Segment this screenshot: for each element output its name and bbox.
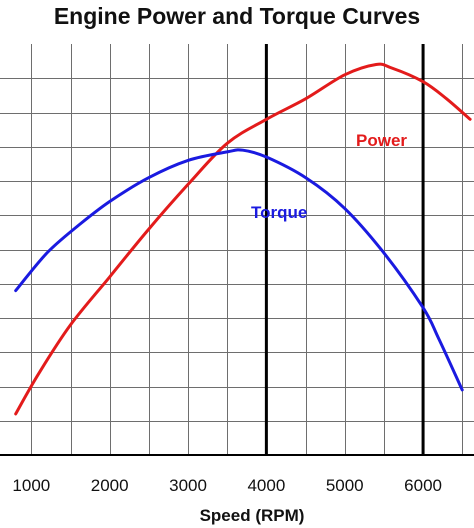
series-label-torque: Torque (251, 203, 307, 222)
grid (0, 44, 474, 455)
x-tick-labels: 1000 2000 3000 4000 5000 6000 (12, 476, 442, 495)
chart-title: Engine Power and Torque Curves (53, 3, 421, 29)
x-tick-label: 1000 (12, 476, 50, 495)
x-tick-label: 6000 (404, 476, 442, 495)
x-tick-label: 5000 (326, 476, 364, 495)
x-tick-label: 2000 (91, 476, 129, 495)
series-label-power: Power (356, 131, 407, 150)
x-axis-label: Speed (RPM) (200, 506, 305, 525)
series-line-power (14, 62, 472, 416)
series-lines (14, 62, 472, 416)
x-tick-label: 4000 (247, 476, 285, 495)
highlight-lines (264, 44, 425, 455)
series-line-torque (14, 148, 464, 392)
x-tick-label: 3000 (169, 476, 207, 495)
